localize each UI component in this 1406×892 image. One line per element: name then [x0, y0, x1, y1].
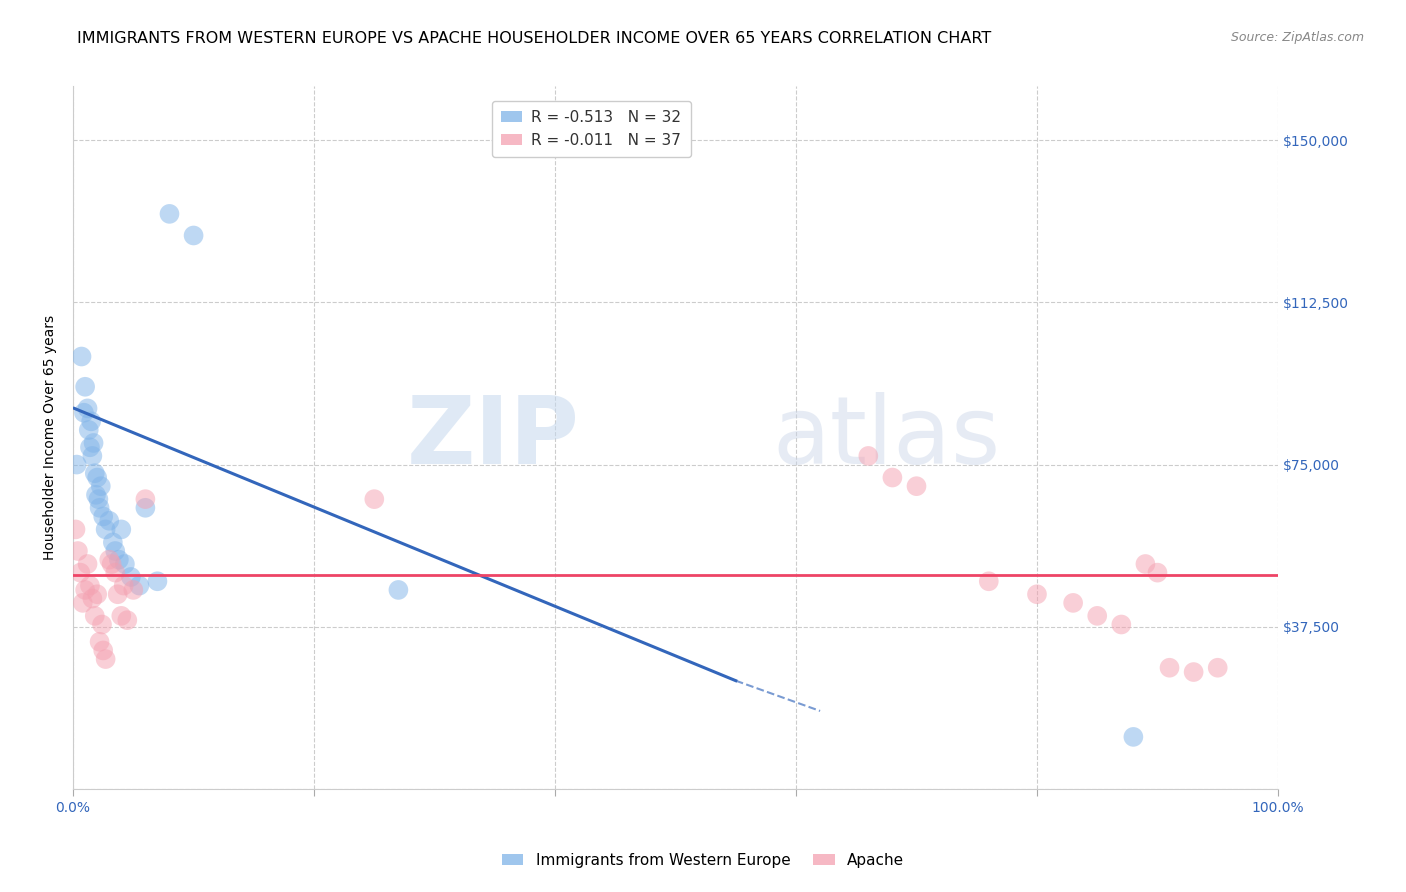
Point [66, 544, 89, 558]
Text: ZIP: ZIP [406, 392, 579, 483]
Point [82, 591, 104, 606]
Point [134, 492, 156, 507]
Text: atlas: atlas [772, 392, 1000, 483]
Point [66, 458, 89, 472]
Point [89, 500, 111, 515]
Point [110, 608, 132, 623]
Point [122, 582, 145, 597]
Point [83, 467, 105, 481]
Point [112, 579, 135, 593]
Point [107, 587, 129, 601]
Point [1026, 587, 1049, 601]
Point [1135, 557, 1157, 571]
Point [101, 535, 124, 549]
Point [98, 514, 121, 528]
Point [1206, 661, 1229, 675]
Point [94, 652, 117, 666]
Point [387, 582, 409, 597]
Point [75, 582, 97, 597]
Point [882, 470, 904, 484]
Point [69, 566, 91, 580]
Point [77, 423, 100, 437]
Point [91, 509, 114, 524]
Legend: Immigrants from Western Europe, Apache: Immigrants from Western Europe, Apache [496, 847, 910, 873]
Point [82, 449, 104, 463]
Point [108, 552, 131, 566]
Point [120, 570, 142, 584]
Point [83, 436, 105, 450]
Point [76, 557, 98, 571]
Point [1122, 730, 1144, 744]
Y-axis label: Householder Income Over 65 years: Householder Income Over 65 years [44, 315, 58, 560]
Text: IMMIGRANTS FROM WESTERN EUROPE VS APACHE HOUSEHOLDER INCOME OVER 65 YEARS CORREL: IMMIGRANTS FROM WESTERN EUROPE VS APACHE… [77, 31, 991, 46]
Point [91, 617, 114, 632]
Point [128, 579, 150, 593]
Point [905, 479, 928, 493]
Point [86, 470, 108, 484]
Point [86, 587, 108, 601]
Point [1111, 617, 1133, 632]
Point [1085, 608, 1108, 623]
Point [159, 207, 181, 221]
Point [1062, 596, 1084, 610]
Point [146, 574, 169, 589]
Point [183, 228, 205, 243]
Point [90, 479, 112, 493]
Legend: R = -0.513   N = 32, R = -0.011   N = 37: R = -0.513 N = 32, R = -0.011 N = 37 [492, 101, 690, 157]
Point [79, 440, 101, 454]
Point [73, 406, 96, 420]
Point [87, 492, 110, 507]
Point [65, 523, 87, 537]
Point [117, 613, 139, 627]
Point [80, 414, 103, 428]
Point [858, 449, 880, 463]
Point [977, 574, 1000, 589]
Text: Source: ZipAtlas.com: Source: ZipAtlas.com [1230, 31, 1364, 45]
Point [134, 500, 156, 515]
Point [79, 579, 101, 593]
Point [89, 634, 111, 648]
Point [104, 544, 127, 558]
Point [104, 566, 127, 580]
Point [1159, 661, 1181, 675]
Point [98, 552, 121, 566]
Point [70, 350, 93, 364]
Point [84, 488, 107, 502]
Point [363, 492, 385, 507]
Point [1146, 566, 1168, 580]
Point [110, 523, 132, 537]
Point [114, 557, 136, 571]
Point [72, 596, 94, 610]
Point [75, 380, 97, 394]
Point [94, 523, 117, 537]
Point [91, 643, 114, 657]
Point [76, 401, 98, 416]
Point [100, 557, 122, 571]
Point [83, 608, 105, 623]
Point [1182, 665, 1205, 679]
